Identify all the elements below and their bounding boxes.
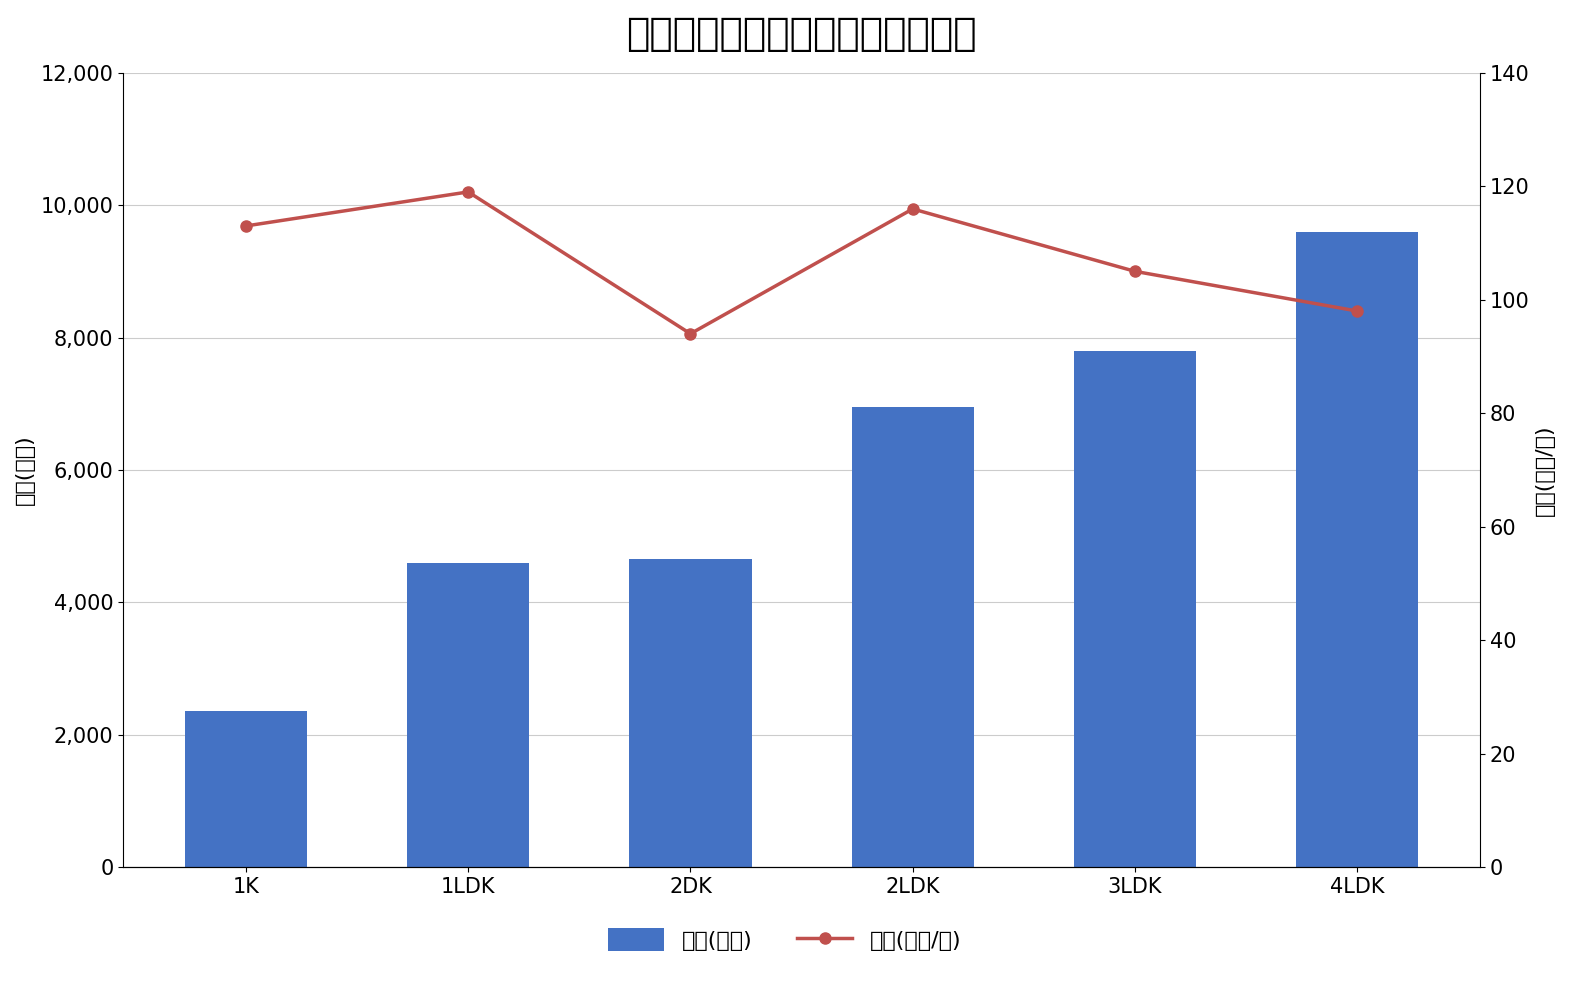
Title: 新宿区の間取り別マンション価格: 新宿区の間取り別マンション価格 <box>626 15 977 53</box>
単価(万円/㎡) <box>903 203 922 215</box>
Line: 単価(万円/㎡): 単価(万円/㎡) <box>240 186 1363 339</box>
Bar <box>1074 351 1196 867</box>
Bar <box>630 559 752 867</box>
単価(万円/㎡) <box>1126 266 1145 277</box>
Bar <box>185 712 308 867</box>
Y-axis label: 価格(万円): 価格(万円) <box>16 434 35 505</box>
Bar <box>407 563 529 867</box>
単価(万円/㎡) <box>681 328 700 340</box>
単価(万円/㎡) <box>237 220 256 232</box>
Bar <box>1297 232 1418 867</box>
単価(万円/㎡) <box>1347 305 1366 317</box>
Y-axis label: 単価(万円/㎡): 単価(万円/㎡) <box>1535 424 1554 515</box>
Bar <box>851 407 973 867</box>
Legend: 価格(万円), 単価(万円/㎡): 価格(万円), 単価(万円/㎡) <box>600 920 970 960</box>
単価(万円/㎡) <box>458 186 477 198</box>
